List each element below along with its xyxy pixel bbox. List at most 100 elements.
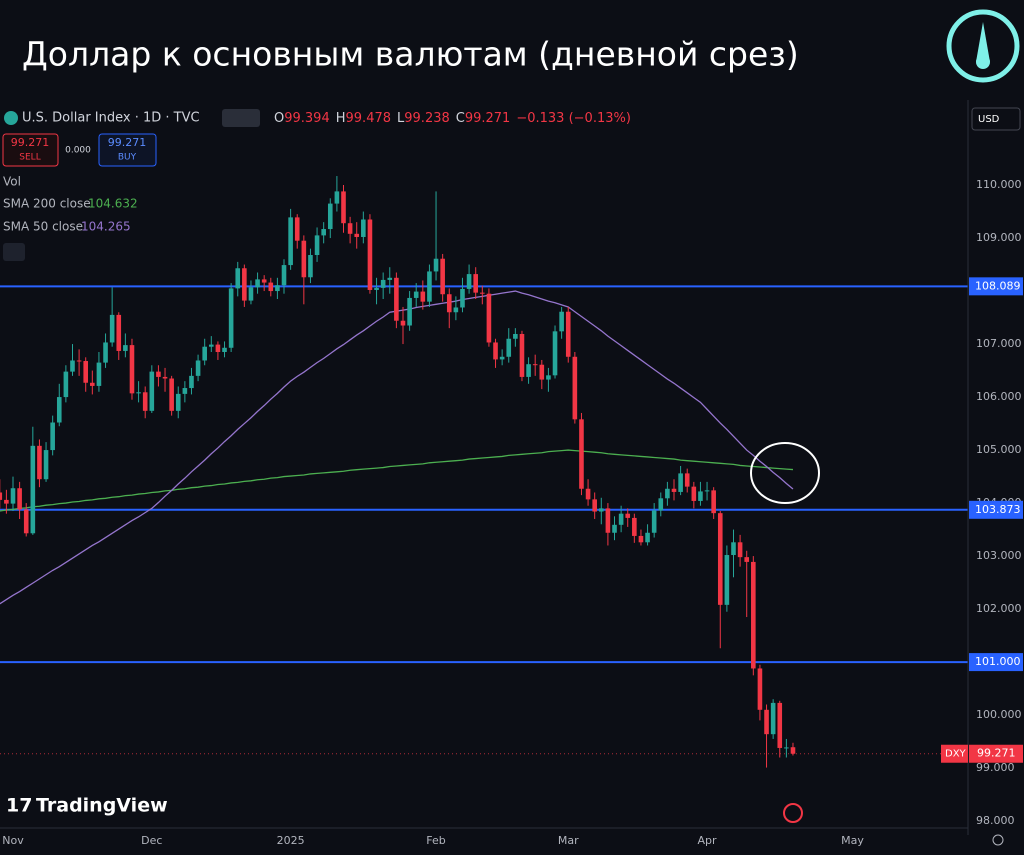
- candle-body: [242, 268, 247, 301]
- candle-body: [70, 360, 75, 372]
- x-tick-label: May: [841, 834, 864, 847]
- candle-body: [559, 311, 564, 332]
- indicator-badges[interactable]: [222, 109, 260, 127]
- candle-body: [407, 297, 412, 326]
- legend-sma200[interactable]: SMA 200 close: [3, 197, 91, 211]
- candle-body: [136, 392, 141, 394]
- candle-body: [261, 279, 267, 283]
- candle-body: [169, 378, 174, 411]
- ticker-label: DXY: [945, 749, 967, 760]
- candle-body: [711, 490, 716, 514]
- candle-body: [737, 542, 743, 558]
- last-price-label: 99.271: [977, 747, 1016, 760]
- candle-body: [704, 490, 710, 492]
- candle-body: [446, 294, 452, 313]
- candle-body: [618, 513, 624, 525]
- candle-body: [255, 279, 260, 288]
- candle-body: [17, 488, 22, 510]
- candle-body: [83, 361, 89, 383]
- ohlc-high: 99.478: [346, 111, 392, 126]
- candle-body: [651, 510, 657, 533]
- level-label-box: [969, 277, 1023, 296]
- candle-body: [592, 499, 597, 512]
- candle-body: [751, 561, 756, 669]
- candle-body: [784, 747, 789, 749]
- symbol-icon: [4, 111, 18, 125]
- candle-body: [731, 542, 736, 556]
- currency-button[interactable]: [971, 107, 1021, 131]
- candle-body: [275, 285, 280, 292]
- currency: USD: [978, 114, 1000, 125]
- candle-body: [156, 371, 161, 377]
- y-tick-label: 107.000: [976, 337, 1022, 350]
- candle-body: [691, 486, 697, 501]
- candle-body: [770, 702, 776, 735]
- ohlc-prefix: O: [274, 111, 284, 126]
- settings-icon[interactable]: [992, 834, 1004, 846]
- candle-body: [334, 191, 340, 204]
- candle-body: [440, 258, 445, 295]
- page-title: Доллар к основным валютам (дневной срез): [22, 35, 799, 74]
- candle-body: [579, 419, 584, 489]
- level-label: 101.000: [975, 655, 1021, 668]
- level-label: 103.873: [975, 503, 1021, 516]
- symbol[interactable]: U.S. Dollar Index · 1D · TVC: [22, 111, 200, 126]
- y-tick-label: 109.000: [976, 231, 1022, 244]
- sell-label: SELL: [19, 153, 40, 163]
- price-scale: [968, 100, 1024, 835]
- candle-body: [380, 279, 386, 288]
- candle-body: [645, 532, 650, 543]
- ohlc-readout: O99.394 H99.478 L99.238 C99.271 −0.133 (−0.1…: [274, 111, 631, 126]
- candle-body: [37, 445, 42, 480]
- volume-label[interactable]: Vol: [3, 175, 21, 189]
- collapse-button[interactable]: [3, 243, 25, 261]
- candle-body: [215, 344, 221, 353]
- candle-body: [0, 492, 3, 500]
- y-tick-label: 106.000: [976, 390, 1022, 403]
- candle-body: [764, 709, 769, 735]
- spread: 0.000: [65, 146, 91, 156]
- candle-body: [473, 274, 478, 293]
- legend-sma50-value: 104.265: [81, 220, 131, 234]
- candle-body: [294, 217, 300, 241]
- candle-body: [195, 360, 201, 376]
- buy-price: 99.271: [108, 136, 147, 149]
- candle-body: [744, 557, 750, 562]
- candle-body: [433, 258, 439, 272]
- candle-body: [308, 255, 313, 278]
- event-icon[interactable]: [783, 803, 803, 823]
- candle-body: [103, 342, 108, 363]
- y-tick-label: 110.000: [976, 178, 1022, 191]
- highlight-circle: [750, 442, 820, 504]
- candle-body: [354, 233, 360, 237]
- candle-body: [466, 274, 472, 289]
- candle-body: [327, 203, 333, 230]
- candle-body: [625, 513, 631, 518]
- x-tick-label: Nov: [2, 834, 24, 847]
- candle-body: [658, 498, 664, 511]
- candle-body: [10, 488, 16, 504]
- candle-body: [175, 393, 181, 411]
- buy-button[interactable]: [98, 133, 157, 167]
- candle-body: [499, 356, 505, 360]
- x-tick-label: Dec: [141, 834, 162, 847]
- candle-body: [142, 392, 148, 411]
- legend-sma50[interactable]: SMA 50 close: [3, 220, 83, 234]
- ohlc-open: 99.394: [284, 111, 330, 126]
- sell-button[interactable]: [2, 133, 59, 167]
- candle-body: [281, 265, 287, 286]
- candle-body: [96, 362, 102, 386]
- candle-body: [480, 292, 485, 294]
- candle-body: [638, 535, 644, 543]
- candle-body: [394, 277, 399, 321]
- candle-body: [565, 311, 571, 357]
- candle-body: [56, 397, 62, 423]
- candle-body: [486, 293, 492, 343]
- candle-body: [149, 371, 155, 411]
- candle-body: [162, 376, 168, 379]
- candle-body: [757, 668, 763, 710]
- level-label-box: [969, 500, 1023, 519]
- brand: TradingView: [36, 795, 168, 817]
- legend-sma200-value: 104.632: [88, 197, 138, 211]
